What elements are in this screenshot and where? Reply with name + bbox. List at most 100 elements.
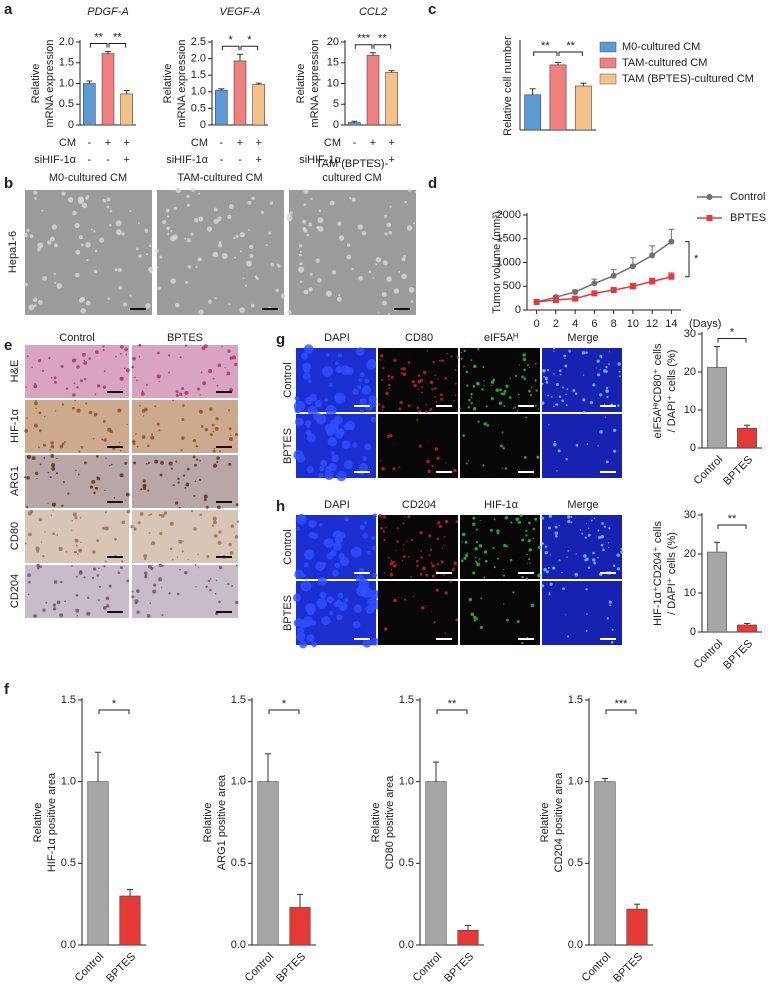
micrograph-speck	[319, 522, 323, 527]
micrograph-speck	[91, 576, 95, 580]
micrograph-speck	[85, 196, 89, 200]
micrograph-speck	[148, 514, 151, 516]
micrograph-speck	[99, 237, 105, 243]
micrograph-speck	[302, 227, 307, 231]
micrograph-speck	[145, 383, 148, 386]
micrograph-speck	[359, 372, 365, 378]
column-label: cultured CM	[322, 172, 381, 184]
micrograph-speck	[115, 355, 117, 358]
legend-marker	[706, 194, 713, 200]
micrograph-speck	[213, 218, 219, 225]
micrograph-speck	[60, 364, 64, 368]
micrograph-speck	[277, 264, 281, 268]
micrograph-speck	[185, 396, 187, 398]
panel-label: h	[276, 498, 285, 515]
micrograph-speck	[585, 523, 587, 525]
micrograph-speck	[216, 456, 220, 460]
micrograph-speck	[275, 288, 279, 293]
condition-value: +	[123, 154, 129, 166]
micrograph-speck	[136, 379, 138, 382]
micrograph-speck	[60, 580, 63, 584]
micrograph-speck	[599, 368, 601, 370]
micrograph-speck	[597, 529, 600, 532]
micrograph-speck	[78, 450, 81, 453]
micrograph-speck	[102, 199, 107, 203]
micrograph-speck	[154, 405, 157, 408]
micrograph-speck	[182, 474, 186, 477]
micrograph-speck	[479, 519, 481, 522]
micrograph-speck	[305, 420, 312, 427]
legend-swatch	[599, 73, 617, 85]
micrograph-speck	[521, 375, 524, 378]
bar	[120, 93, 133, 126]
micrograph-speck	[567, 515, 571, 519]
micrograph-speck	[133, 442, 136, 446]
micrograph-speck	[172, 234, 178, 241]
x-tick-label: 0	[534, 318, 540, 330]
micrograph-speck	[177, 477, 180, 481]
bar	[233, 60, 247, 126]
micrograph-speck	[119, 473, 124, 478]
bar	[549, 64, 567, 131]
micrograph-speck	[71, 565, 73, 567]
micrograph-speck	[192, 438, 197, 443]
marker	[533, 298, 540, 305]
micrograph-speck	[209, 588, 212, 592]
x-tick-label: Control	[243, 951, 277, 985]
micrograph-speck	[26, 506, 29, 509]
micrograph-speck	[500, 392, 503, 395]
micrograph-speck	[299, 250, 302, 253]
micrograph-speck	[114, 537, 117, 541]
x-tick-label: Control	[580, 951, 614, 985]
micrograph-speck	[63, 441, 66, 444]
y-axis-label: mRNA expression	[309, 39, 321, 127]
micrograph-speck	[490, 384, 492, 387]
micrograph-speck	[37, 247, 41, 252]
micrograph-speck	[434, 447, 439, 451]
micrograph-speck	[597, 556, 599, 559]
micrograph-speck	[76, 386, 79, 389]
micrograph-speck	[429, 407, 433, 412]
micrograph-speck	[309, 272, 313, 276]
micrograph-speck	[609, 604, 612, 607]
micrograph-speck	[339, 556, 350, 567]
micrograph-speck	[454, 368, 457, 371]
condition-value: -	[87, 137, 91, 149]
row-label: Control	[282, 362, 294, 397]
micrograph-speck	[332, 569, 339, 577]
micrograph-speck	[317, 576, 327, 586]
micrograph-speck	[617, 362, 621, 366]
micrograph-speck	[338, 294, 341, 297]
marker	[610, 272, 617, 279]
micrograph-speck	[358, 275, 364, 281]
micrograph-speck	[194, 463, 197, 467]
micrograph-speck	[310, 197, 313, 201]
micrograph-speck	[126, 579, 130, 583]
micrograph-speck	[559, 373, 562, 376]
micrograph-speck	[383, 571, 386, 574]
micrograph-speck	[398, 466, 401, 469]
line	[536, 276, 672, 303]
micrograph-speck	[461, 540, 463, 543]
micrograph-speck	[393, 358, 397, 362]
micrograph-speck	[306, 634, 315, 643]
micrograph-speck	[470, 402, 473, 405]
micrograph-speck	[171, 558, 174, 561]
micrograph-speck	[528, 366, 531, 368]
micrograph-speck	[88, 357, 91, 360]
micrograph-speck	[33, 614, 37, 618]
bar	[257, 781, 279, 946]
micrograph-speck	[119, 353, 122, 355]
micrograph-speck	[53, 243, 58, 248]
micrograph-speck	[600, 535, 605, 539]
significance-label: ***	[357, 33, 371, 45]
micrograph-speck	[582, 398, 586, 402]
micrograph-speck	[221, 346, 223, 348]
micrograph-speck	[444, 519, 449, 524]
micrograph-speck	[203, 494, 208, 499]
micrograph-speck	[444, 632, 447, 635]
micrograph-speck	[472, 516, 476, 520]
micrograph-speck	[218, 241, 222, 244]
micrograph-speck	[218, 450, 221, 453]
micrograph-speck	[438, 524, 442, 528]
